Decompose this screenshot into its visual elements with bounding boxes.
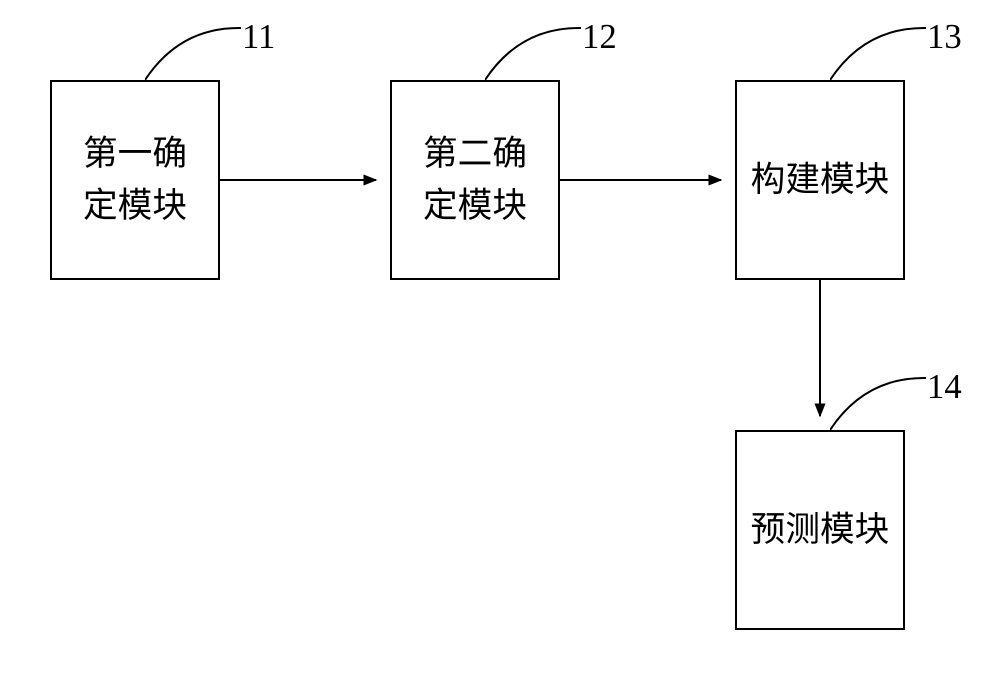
node-n14: 预测模块 bbox=[735, 430, 905, 630]
callout-n13 bbox=[830, 22, 930, 82]
callout-n14 bbox=[830, 372, 930, 432]
num-label-n13: 13 bbox=[927, 18, 962, 57]
num-label-n11: 11 bbox=[242, 18, 275, 57]
num-label-n12: 12 bbox=[582, 18, 617, 57]
node-n13-label: 构建模块 bbox=[751, 154, 890, 206]
node-n14-label: 预测模块 bbox=[751, 504, 890, 556]
node-n13: 构建模块 bbox=[735, 80, 905, 280]
diagram-canvas: 第一确定模块 11 第二确定模块 12 构建模块 13 预测模块 14 bbox=[0, 0, 1000, 686]
node-n12: 第二确定模块 bbox=[390, 80, 560, 280]
node-n11: 第一确定模块 bbox=[50, 80, 220, 280]
node-n11-label: 第一确定模块 bbox=[83, 128, 187, 232]
callout-n12 bbox=[485, 22, 585, 82]
callout-n11 bbox=[145, 22, 245, 82]
node-n12-label: 第二确定模块 bbox=[423, 128, 527, 232]
num-label-n14: 14 bbox=[927, 368, 962, 407]
